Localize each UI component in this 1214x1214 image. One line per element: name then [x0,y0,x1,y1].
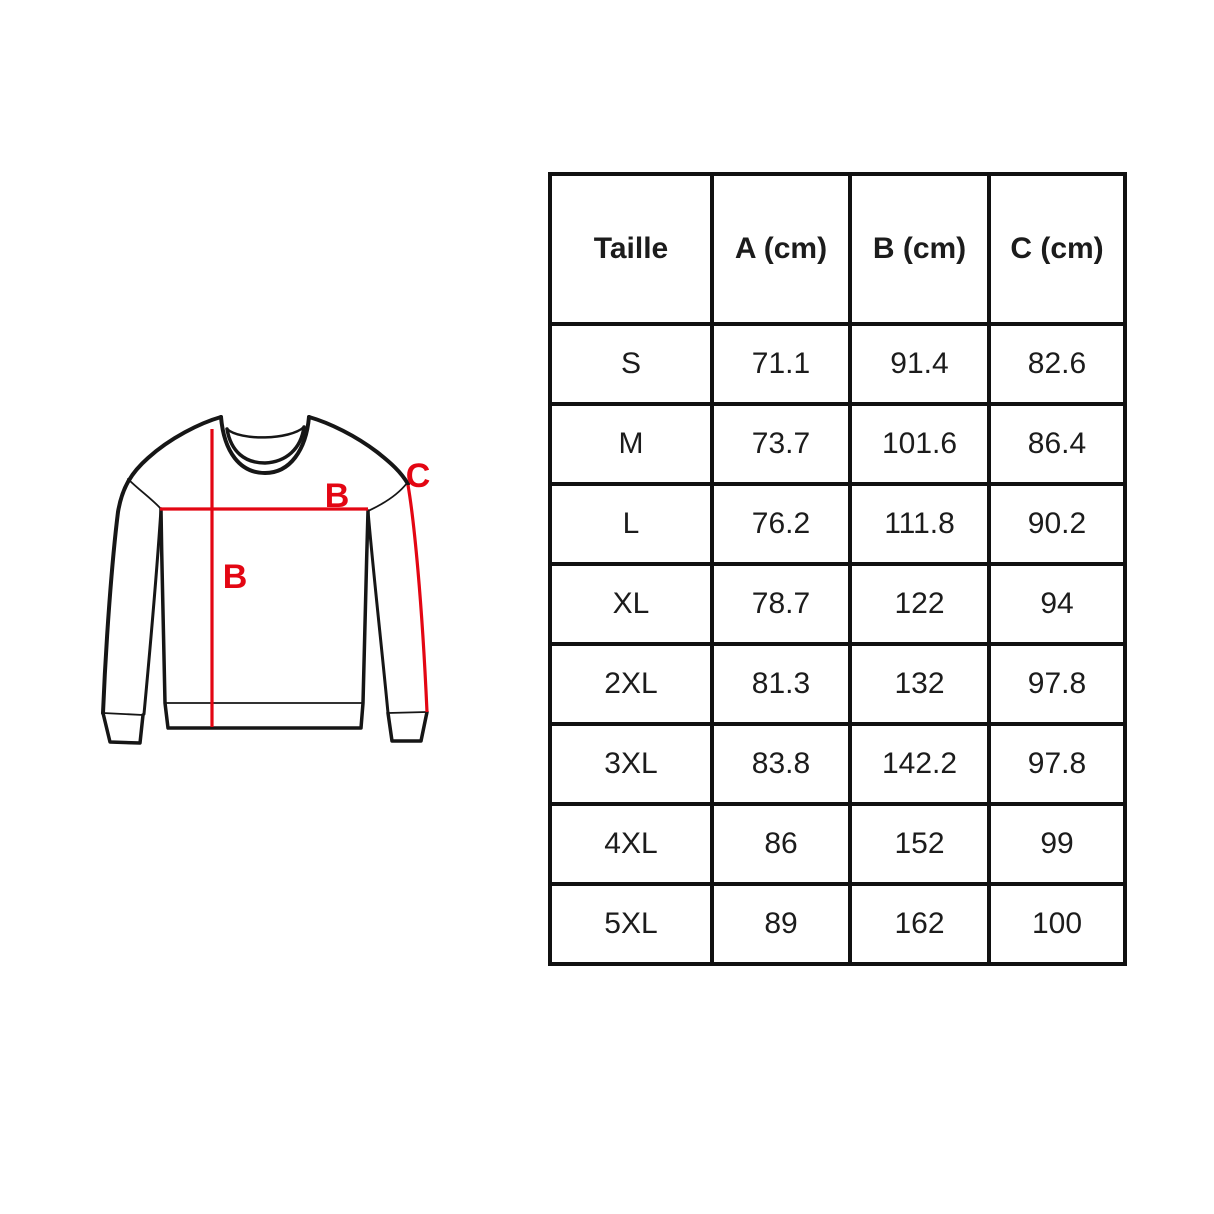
b-cell: 91.4 [848,322,991,406]
sweater-right-cuff [386,710,429,743]
b-cell: 111.8 [848,482,991,566]
size-cell: 3XL [548,722,714,806]
sweater-collar-ribbing [225,425,306,465]
a-cell: 86 [710,802,852,886]
table-row: L 76.2 111.8 90.2 [548,482,1127,566]
size-cell: L [548,482,714,566]
table-row: M 73.7 101.6 86.4 [548,402,1127,486]
b-cell: 101.6 [848,402,991,486]
table-row: 5XL 89 162 100 [548,882,1127,966]
a-cell: 89 [710,882,852,966]
header-a-cm: A (cm) [710,172,852,326]
b-cell: 142.2 [848,722,991,806]
table-row: 2XL 81.3 132 97.8 [548,642,1127,726]
size-table: Taille A (cm) B (cm) C (cm) S 71.1 91.4 … [548,172,1127,966]
size-cell: 2XL [548,642,714,726]
sweater-right-shoulder [307,415,410,486]
c-cell: 100 [987,882,1127,966]
sweater-left-shoulder-sleeve [101,415,223,715]
c-cell: 99 [987,802,1127,886]
size-cell: 5XL [548,882,714,966]
sweater-right-sleeve-inner [366,509,390,715]
b-cell: 122 [848,562,991,646]
table-row: S 71.1 91.4 82.6 [548,322,1127,406]
c-cell: 82.6 [987,322,1127,406]
a-cell: 73.7 [710,402,852,486]
sweater-collar-outer [219,415,311,475]
size-cell: M [548,402,714,486]
a-cell: 78.7 [710,562,852,646]
b-cell: 152 [848,802,991,886]
c-cell: 97.8 [987,722,1127,806]
size-cell: 4XL [548,802,714,886]
table-row: 3XL 83.8 142.2 97.8 [548,722,1127,806]
sweater-collar-inner-edge [225,425,306,439]
sweater-right-cuff-seam [387,711,428,714]
header-b-cm: B (cm) [848,172,991,326]
sweater-left-cuff [101,711,145,745]
a-cell: 76.2 [710,482,852,566]
size-cell: XL [548,562,714,646]
c-cell: 97.8 [987,642,1127,726]
header-taille: Taille [548,172,714,326]
c-cell: 94 [987,562,1127,646]
header-c-cm: C (cm) [987,172,1127,326]
label-length-B: B [223,558,248,596]
a-cell: 81.3 [710,642,852,726]
sweater-right-armpit-seam [367,482,408,512]
label-chest-B: B [325,477,350,515]
sweater-left-sleeve-inner [142,507,163,716]
size-cell: S [548,322,714,406]
measurement-line-sleeve [406,484,429,713]
c-cell: 86.4 [987,402,1127,486]
table-row: XL 78.7 122 94 [548,562,1127,646]
sweater-left-armpit-seam [127,478,162,510]
a-cell: 83.8 [710,722,852,806]
b-cell: 162 [848,882,991,966]
b-cell: 132 [848,642,991,726]
label-sleeve-C: C [406,457,431,495]
table-row: 4XL 86 152 99 [548,802,1127,886]
c-cell: 90.2 [987,482,1127,566]
table-header-row: Taille A (cm) B (cm) C (cm) [548,172,1127,326]
sweater-left-cuff-seam [102,712,144,716]
sweater-body-outline [159,507,370,730]
a-cell: 71.1 [710,322,852,406]
